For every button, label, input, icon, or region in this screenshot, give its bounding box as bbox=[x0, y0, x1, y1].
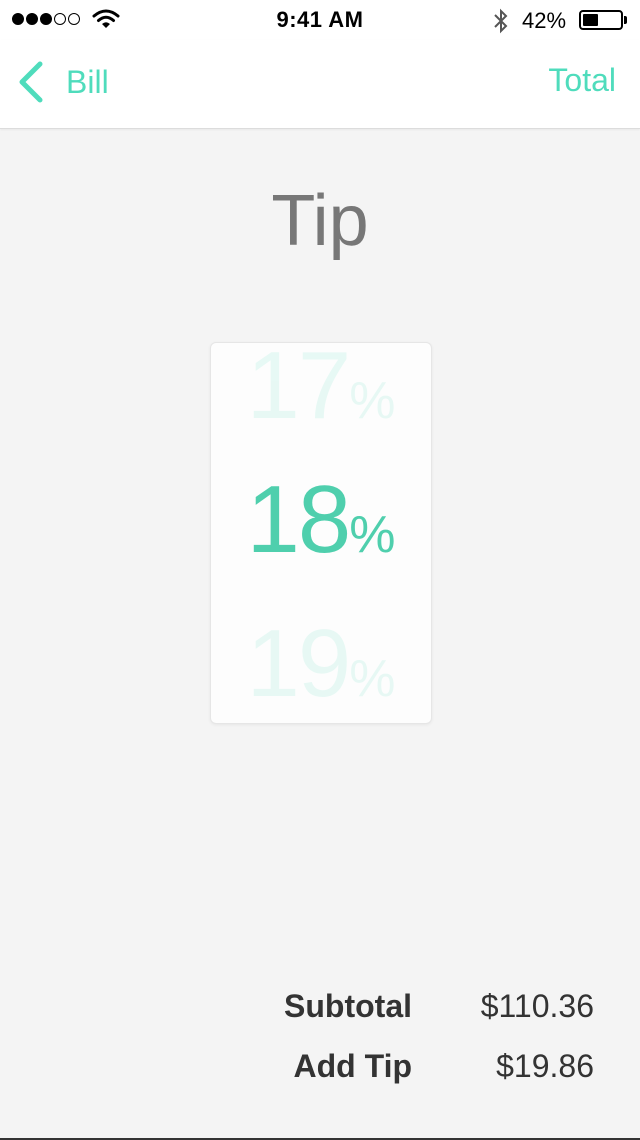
signal-dot bbox=[54, 13, 66, 25]
bluetooth-icon bbox=[494, 8, 508, 34]
chevron-left-icon bbox=[19, 61, 43, 103]
tip-amount-row: Add Tip $19.86 bbox=[0, 1048, 640, 1098]
percent-sign: % bbox=[349, 372, 396, 430]
back-button-label: Bill bbox=[66, 63, 109, 100]
picker-option-selected[interactable]: 18% bbox=[211, 465, 431, 575]
signal-dot bbox=[12, 13, 24, 25]
signal-strength-icon bbox=[12, 13, 80, 25]
page-title: Tip bbox=[271, 181, 369, 261]
tip-percent-picker[interactable]: 17% 18% 19% bbox=[210, 342, 432, 724]
bottom-divider bbox=[0, 1138, 640, 1140]
back-button[interactable]: Bill bbox=[16, 58, 109, 106]
picker-option-value: 19 bbox=[246, 610, 351, 717]
subtotal-row: Subtotal $110.36 bbox=[0, 988, 640, 1038]
picker-option-previous[interactable]: 17% bbox=[211, 342, 431, 441]
tip-amount-label: Add Tip bbox=[293, 1048, 413, 1084]
tip-amount-value: $19.86 bbox=[496, 1048, 594, 1084]
percent-sign: % bbox=[349, 650, 396, 708]
subtotal-value: $110.36 bbox=[480, 988, 594, 1024]
battery-percent: 42% bbox=[522, 8, 567, 33]
battery-icon bbox=[579, 10, 623, 30]
total-button[interactable]: Total bbox=[548, 62, 616, 98]
percent-sign: % bbox=[349, 506, 396, 564]
navigation-bar: Bill Total bbox=[0, 40, 640, 129]
wifi-icon bbox=[92, 9, 120, 28]
battery-level-fill bbox=[583, 14, 598, 26]
picker-selected-value: 18 bbox=[246, 466, 351, 573]
status-time: 9:41 AM bbox=[276, 7, 364, 32]
subtotal-label: Subtotal bbox=[284, 988, 412, 1024]
signal-dot bbox=[26, 13, 38, 25]
signal-dot bbox=[40, 13, 52, 25]
status-bar: 9:41 AM 42% bbox=[0, 0, 640, 40]
battery-nub bbox=[624, 16, 627, 24]
picker-option-value: 17 bbox=[246, 342, 351, 439]
signal-dot bbox=[68, 13, 80, 25]
picker-option-next[interactable]: 19% bbox=[211, 609, 431, 719]
